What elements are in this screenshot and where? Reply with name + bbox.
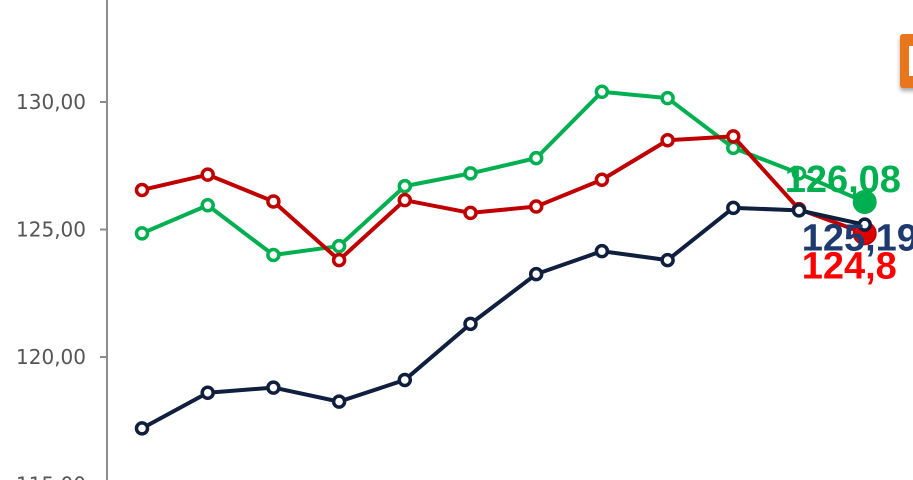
data-point	[726, 200, 741, 216]
orange-badge-icon	[900, 34, 913, 88]
badge-bar	[909, 46, 913, 76]
data-point	[266, 247, 281, 263]
data-point	[594, 172, 610, 188]
end-value-label: 126,08	[785, 159, 901, 201]
data-point	[791, 166, 807, 181]
data-point	[134, 226, 150, 241]
series-3	[134, 200, 872, 436]
data-point	[397, 372, 413, 388]
data-point	[200, 167, 215, 182]
data-point	[528, 266, 544, 282]
data-point	[594, 84, 610, 100]
data-point	[266, 194, 281, 209]
data-point	[463, 166, 478, 181]
data-point	[200, 385, 215, 400]
data-point	[397, 178, 413, 194]
data-point	[331, 394, 347, 409]
end-point-marker	[852, 189, 877, 214]
data-point	[200, 198, 215, 213]
y-axis-ticks: 115,00 120,00 125,00 130,00	[16, 90, 107, 480]
series-1	[134, 84, 877, 263]
data-point	[660, 90, 675, 106]
data-point	[660, 252, 675, 268]
series-line	[140, 205, 867, 431]
data-point	[791, 203, 807, 218]
data-point	[266, 380, 281, 395]
data-point	[528, 199, 544, 214]
series-lines	[134, 84, 877, 436]
data-point	[726, 140, 741, 156]
y-tick-label: 130,00	[16, 90, 86, 114]
series-2	[134, 129, 877, 268]
data-point	[331, 238, 347, 254]
y-tick-label: 125,00	[16, 218, 86, 242]
data-point	[331, 252, 347, 268]
y-tick-label: 120,00	[16, 345, 86, 369]
data-point	[463, 205, 478, 221]
end-value-label: 125,19	[802, 218, 913, 260]
data-point	[134, 421, 150, 436]
data-point	[528, 150, 544, 166]
data-point	[594, 243, 610, 259]
series-line	[140, 89, 867, 257]
data-point	[134, 182, 150, 198]
data-point	[726, 129, 741, 144]
data-point	[397, 192, 413, 208]
series-line	[140, 134, 867, 263]
end-value-label: 124,8	[802, 245, 897, 287]
data-point	[463, 316, 478, 332]
y-tick-label: 115,00	[16, 473, 86, 480]
data-point	[857, 217, 872, 232]
data-point	[660, 133, 675, 148]
